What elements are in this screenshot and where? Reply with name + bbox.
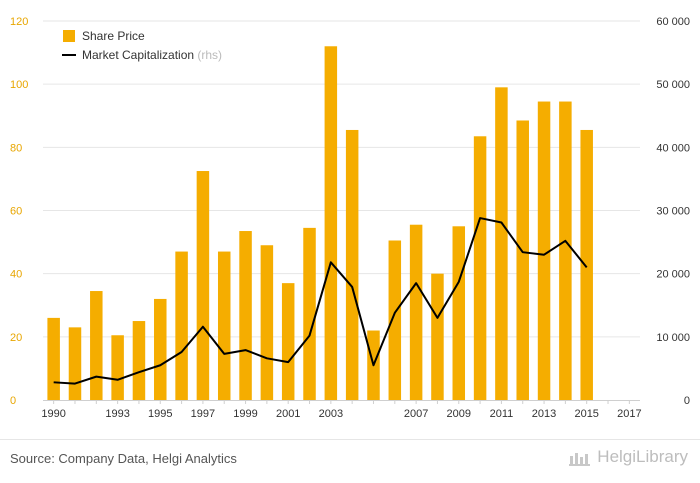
y-right-tick-label: 30 000 <box>656 206 690 218</box>
x-tick-label: 1995 <box>148 408 172 420</box>
x-tick-label: 1990 <box>41 408 65 420</box>
x-tick-label: 2009 <box>447 408 471 420</box>
brand-logo[interactable]: HelgiLibrary <box>569 447 688 467</box>
bar <box>260 245 274 400</box>
bar <box>537 101 551 400</box>
bar <box>516 120 529 401</box>
footer-divider <box>0 439 700 440</box>
bar <box>431 273 444 400</box>
bar <box>111 335 124 400</box>
legend-swatch-share-price <box>63 30 75 42</box>
legend-label-market-cap: Market Capitalization (rhs) <box>82 48 222 62</box>
bar <box>175 251 188 400</box>
legend-label-share-price: Share Price <box>82 29 145 43</box>
bar <box>196 171 210 400</box>
bar <box>388 240 402 400</box>
y-left-tick-label: 60 <box>10 206 22 218</box>
bar <box>580 129 593 400</box>
y-left-tick-label: 120 <box>10 16 28 28</box>
x-tick-label: 2001 <box>276 408 300 420</box>
market-cap-line <box>53 217 588 385</box>
bar <box>345 129 359 400</box>
y-left-tick-label: 100 <box>10 79 28 91</box>
bar <box>154 298 167 400</box>
bar <box>47 317 60 400</box>
bar <box>132 321 146 400</box>
chart-svg: 0 20 40 60 80 100 120 0 10 000 20 000 30 000 40 000… <box>10 16 690 420</box>
x-tick-label: 2013 <box>532 408 556 420</box>
bar <box>452 226 466 400</box>
bar <box>68 327 82 400</box>
x-tick-label: 1999 <box>233 408 257 420</box>
bar <box>473 136 487 400</box>
y-left-tick-label: 0 <box>10 395 16 407</box>
y-right-tick-label: 40 000 <box>656 142 690 154</box>
y-right-tick-label: 60 000 <box>656 16 690 28</box>
x-tick-label: 1993 <box>105 408 129 420</box>
y-right-tick-label: 20 000 <box>656 269 690 281</box>
bar <box>281 283 295 400</box>
bar <box>559 101 572 400</box>
x-tick-label: 2007 <box>404 408 428 420</box>
bar <box>90 291 103 400</box>
library-icon <box>569 453 591 466</box>
bar <box>303 227 316 400</box>
x-tick-label: 1997 <box>191 408 215 420</box>
y-right-tick-label: 50 000 <box>656 79 690 91</box>
x-tick-label: 2011 <box>490 408 514 420</box>
bar <box>409 224 423 400</box>
y-left-tick-label: 80 <box>10 142 22 154</box>
bar <box>217 251 231 400</box>
y-right-tick-label: 10 000 <box>656 332 690 344</box>
x-tick-label: 2003 <box>319 408 343 420</box>
y-left-tick-label: 20 <box>10 332 22 344</box>
y-right-tick-label: 0 <box>684 395 690 407</box>
source-note: Source: Company Data, Helgi Analytics <box>10 451 237 466</box>
x-tick-label: 2017 <box>617 408 641 420</box>
bar <box>495 87 508 400</box>
y-left-tick-label: 40 <box>10 269 22 281</box>
brand-name: HelgiLibrary <box>597 447 688 466</box>
bar <box>324 46 338 401</box>
bar <box>239 231 252 400</box>
legend-label-rhs: (rhs) <box>197 48 222 62</box>
x-tick-label: 2015 <box>574 408 598 420</box>
